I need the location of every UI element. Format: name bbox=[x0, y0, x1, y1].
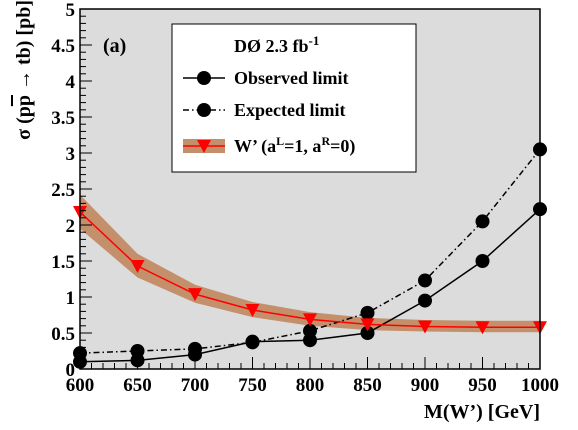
y-tick-label: 0.5 bbox=[51, 324, 75, 345]
expected-point bbox=[475, 214, 490, 229]
x-tick-label: 700 bbox=[181, 375, 210, 396]
legend-wprime-label-c: =1, a bbox=[284, 136, 321, 156]
legend-expected-marker bbox=[197, 103, 211, 117]
y-tick-labels: 0 0.5 1 1.5 2 2.5 3 3.5 4 4.5 5 bbox=[51, 0, 75, 381]
x-tick-label: 800 bbox=[296, 375, 325, 396]
y-tick-label: 3.5 bbox=[51, 108, 75, 129]
observed-point bbox=[188, 347, 202, 362]
y-tick-label: 1.5 bbox=[51, 252, 75, 273]
x-tick-label: 600 bbox=[66, 375, 95, 396]
y-tick-label: 1 bbox=[66, 288, 76, 309]
observed-point bbox=[360, 326, 375, 340]
wprime-point bbox=[418, 320, 432, 334]
x-axis-title: M(W’) [GeV] bbox=[424, 401, 540, 423]
legend: DØ 2.3 fb-1 Observed limit Expected limi… bbox=[171, 23, 417, 173]
x-tick-label: 750 bbox=[238, 375, 267, 396]
y-axis-title: σ (pp → tb) [pb] bbox=[13, 0, 35, 140]
y-tick-label: 2.5 bbox=[51, 180, 75, 201]
legend-wprime-marker bbox=[197, 140, 211, 153]
y-tick-label: 2 bbox=[66, 216, 76, 237]
y-axis-title-prefix: σ (p bbox=[13, 106, 35, 140]
x-tick-label: 900 bbox=[411, 375, 440, 396]
wprime-point bbox=[188, 288, 202, 302]
y-tick-label: 3 bbox=[66, 144, 76, 165]
legend-expected-label: Expected limit bbox=[234, 100, 345, 120]
wprime-point bbox=[130, 260, 145, 274]
legend-title-main: DØ 2.3 fb bbox=[234, 36, 309, 56]
legend-wprime-label-a: W’ (a bbox=[234, 136, 276, 157]
legend-wprime-label-e: =0) bbox=[330, 136, 355, 157]
x-tick-labels: 600 650 700 750 800 850 900 950 1000 bbox=[66, 375, 559, 396]
y-tick-label: 5 bbox=[66, 0, 76, 21]
panel-label: (a) bbox=[103, 35, 126, 57]
x-tick-label: 1000 bbox=[521, 375, 559, 396]
wprime-point bbox=[475, 321, 490, 335]
legend-observed-marker bbox=[197, 71, 211, 85]
wprime-point bbox=[245, 303, 260, 317]
legend-wprime-label-b: L bbox=[276, 134, 284, 148]
observed-point bbox=[303, 333, 317, 348]
observed-point bbox=[418, 293, 432, 308]
wprime-point bbox=[303, 313, 317, 327]
y-tick-label: 0 bbox=[66, 360, 76, 381]
legend-wprime-label-d: R bbox=[321, 134, 330, 148]
x-tick-label: 850 bbox=[353, 375, 382, 396]
y-tick-label: 4.5 bbox=[51, 36, 75, 57]
legend-wprime-label: W’ (aL=1, aR=0) bbox=[234, 134, 355, 157]
y-tick-label: 4 bbox=[66, 72, 76, 93]
observed-point bbox=[475, 254, 490, 268]
legend-title-sup: -1 bbox=[309, 33, 320, 48]
y-axis-title-suffix: → tb) [pb] bbox=[13, 0, 35, 95]
ticks-layer bbox=[79, 8, 541, 370]
expected-point bbox=[360, 305, 375, 320]
y-axis-title-pbar: p bbox=[13, 95, 35, 106]
wprime-point bbox=[360, 318, 375, 332]
legend-title: DØ 2.3 fb-1 bbox=[234, 33, 319, 57]
x-tick-label: 950 bbox=[468, 375, 497, 396]
observed-point bbox=[245, 334, 260, 349]
x-tick-label: 650 bbox=[123, 375, 152, 396]
expected-point bbox=[418, 273, 432, 288]
legend-observed-label: Observed limit bbox=[234, 68, 349, 88]
